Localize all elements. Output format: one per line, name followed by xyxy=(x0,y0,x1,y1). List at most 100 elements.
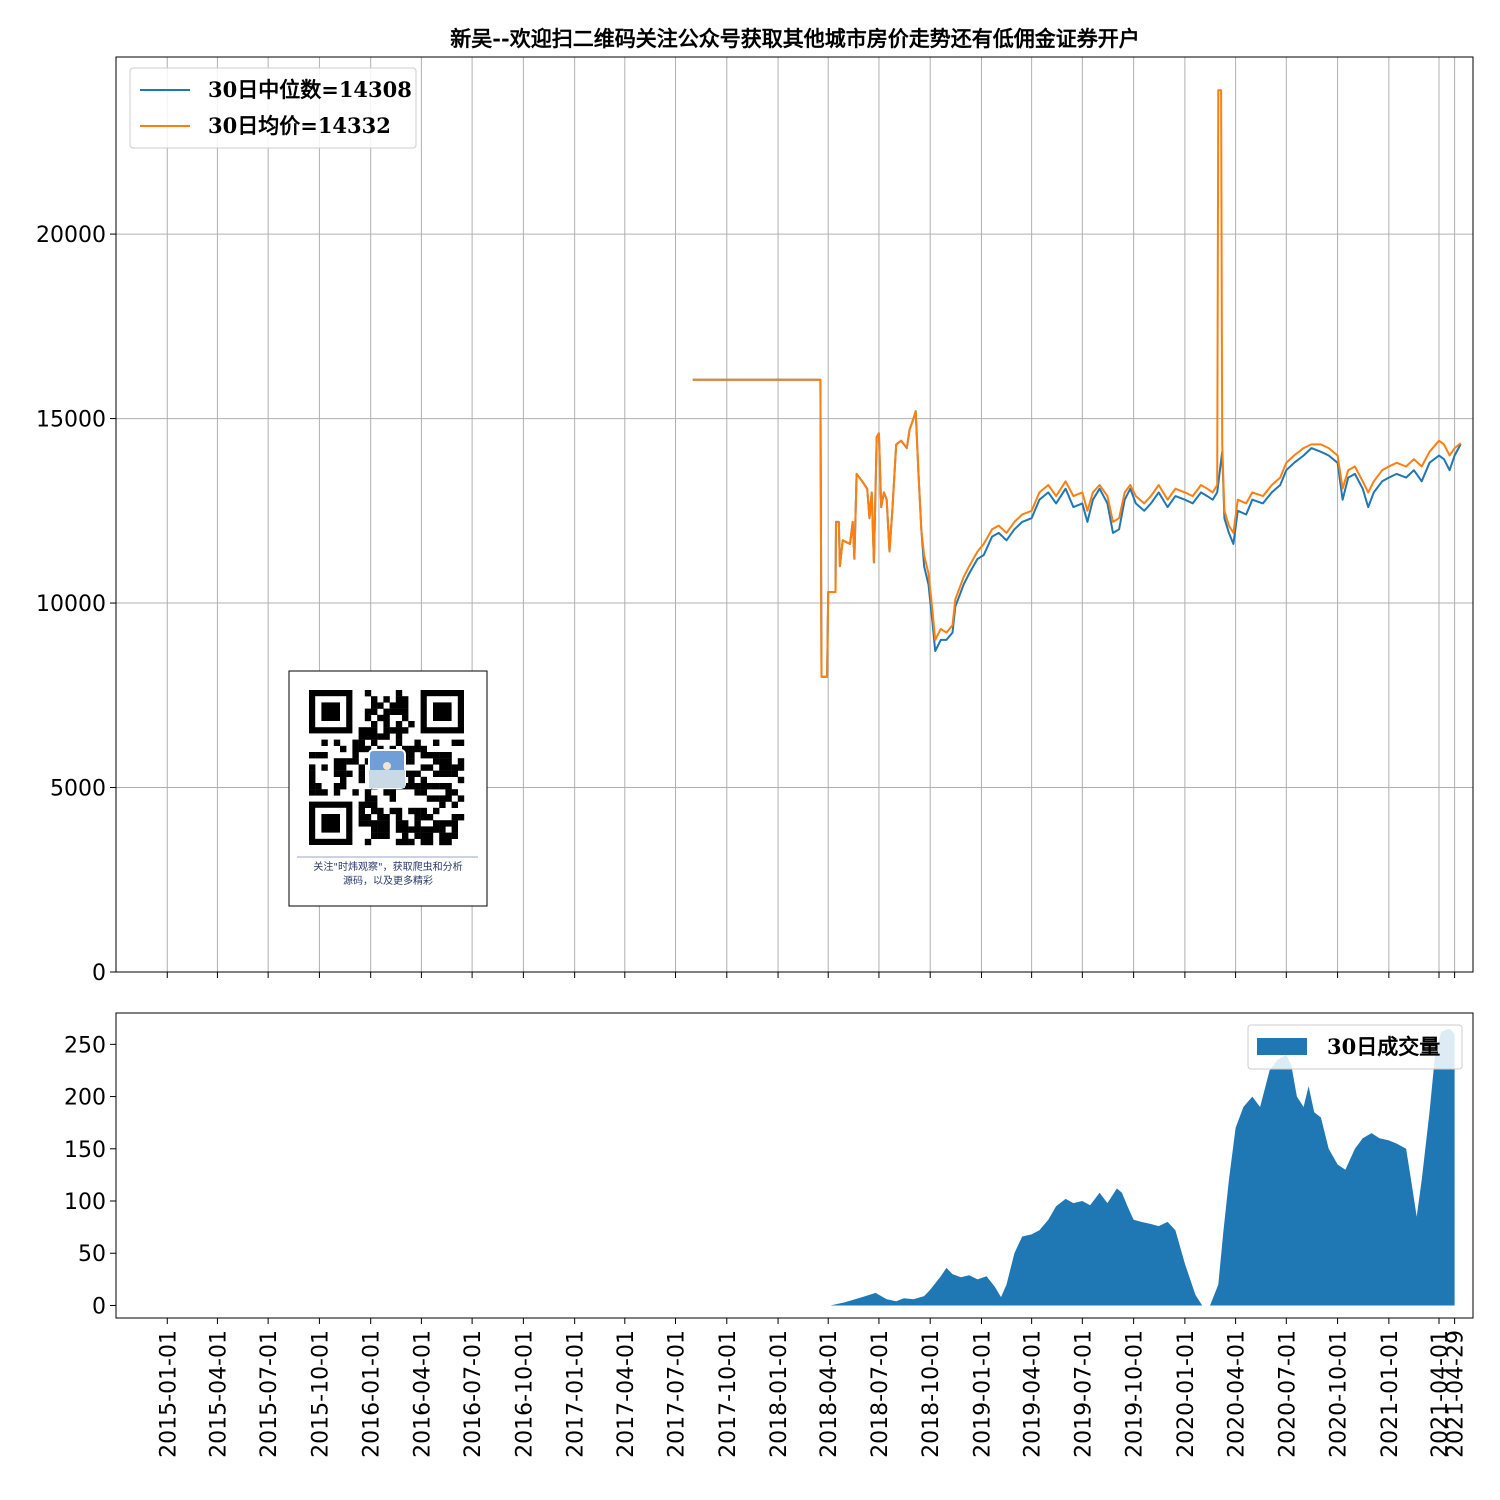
qr-module xyxy=(371,721,378,728)
qr-module xyxy=(457,814,465,821)
qr-module xyxy=(439,795,446,802)
qr-module xyxy=(445,838,452,846)
qr-module xyxy=(383,714,390,722)
qr-module xyxy=(420,789,427,796)
qr-module xyxy=(395,820,403,827)
qr-module xyxy=(389,708,396,715)
qr-module xyxy=(383,727,390,734)
qr-module xyxy=(389,727,396,734)
qr-module xyxy=(402,826,409,833)
price-y-tick-label: 15000 xyxy=(36,408,106,433)
qr-module xyxy=(364,708,372,715)
legend-label-average: 30日均价=14332 xyxy=(208,113,391,138)
qr-module xyxy=(395,826,403,833)
qr-module xyxy=(426,752,434,759)
qr-module xyxy=(439,758,446,765)
qr-module xyxy=(395,708,403,715)
qr-module xyxy=(457,776,465,784)
qr-module xyxy=(309,776,316,784)
qr-module xyxy=(445,764,452,771)
qr-module xyxy=(451,832,458,839)
legend-label-volume: 30日成交量 xyxy=(1327,1034,1440,1059)
qr-module xyxy=(364,820,372,827)
qr-module xyxy=(426,838,434,846)
qr-module xyxy=(333,758,341,765)
qr-module xyxy=(408,776,415,784)
qr-module xyxy=(445,795,452,802)
qr-module xyxy=(383,721,390,728)
volume-legend-frame xyxy=(1247,1024,1463,1070)
qr-module xyxy=(364,838,372,846)
x-tick-label: 2017-07-01 xyxy=(665,1330,690,1458)
qr-module xyxy=(371,696,378,703)
price-panel: 0 5000 10000 15000 20000 关注"时炜观察"，获取爬虫和分析 源码… xyxy=(36,56,1474,986)
qr-module xyxy=(352,789,359,796)
qr-module xyxy=(426,795,434,802)
qr-module xyxy=(439,820,446,827)
qr-module xyxy=(414,820,421,827)
qr-module xyxy=(383,826,390,833)
qr-module xyxy=(309,764,316,771)
x-tick-label: 2018-04-01 xyxy=(817,1330,842,1458)
qr-module xyxy=(439,783,446,790)
qr-module xyxy=(451,764,458,771)
qr-module xyxy=(414,783,421,790)
price-y-tick-label: 20000 xyxy=(36,223,106,248)
qr-module xyxy=(457,764,465,771)
qr-module xyxy=(383,789,390,796)
qr-module xyxy=(408,807,415,815)
qr-module xyxy=(395,733,403,740)
qr-module xyxy=(445,758,452,765)
qr-module xyxy=(309,783,316,790)
qr-module xyxy=(371,826,378,833)
qr-module xyxy=(371,820,378,827)
qr-module xyxy=(371,807,378,815)
x-tick-label: 2021-04-29 xyxy=(1444,1330,1469,1458)
qr-module xyxy=(377,733,384,740)
x-tick-label: 2018-07-01 xyxy=(868,1330,893,1458)
qr-module xyxy=(420,832,427,839)
qr-module xyxy=(445,789,452,796)
qr-module xyxy=(451,820,458,827)
qr-module xyxy=(395,739,403,746)
volume-series xyxy=(830,1028,1455,1306)
x-tick-label: 2021-01-01 xyxy=(1378,1330,1403,1458)
qr-module xyxy=(364,789,372,796)
qr-module xyxy=(315,783,322,790)
qr-module xyxy=(420,745,427,753)
qr-module xyxy=(451,801,458,808)
x-tick-label: 2017-10-01 xyxy=(716,1330,741,1458)
qr-module xyxy=(451,739,458,746)
x-tick-label: 2020-07-01 xyxy=(1275,1330,1300,1458)
qr-module xyxy=(352,758,359,765)
qr-module xyxy=(364,714,372,722)
qr-avatar-person xyxy=(383,762,391,770)
qr-module xyxy=(371,727,378,734)
qr-module xyxy=(377,820,384,827)
qr-module xyxy=(389,702,396,709)
qr-module xyxy=(364,745,372,753)
qr-module xyxy=(420,752,427,759)
qr-module xyxy=(414,814,421,821)
qr-module xyxy=(352,752,359,759)
qr-module xyxy=(377,714,384,722)
qr-module xyxy=(377,814,384,821)
qr-module xyxy=(426,826,434,833)
qr-module xyxy=(377,702,384,709)
qr-module xyxy=(371,733,378,740)
qr-module xyxy=(439,770,446,777)
qr-module xyxy=(414,770,421,777)
qr-caption-line2: 源码，以及更多精彩 xyxy=(343,874,433,887)
qr-module xyxy=(346,758,353,765)
qr-module xyxy=(358,770,365,777)
qr-module xyxy=(402,838,409,846)
x-tick-label: 2019-07-01 xyxy=(1071,1330,1096,1458)
qr-module xyxy=(321,764,328,771)
volume-y-tick-label: 250 xyxy=(64,1033,106,1058)
x-tick-label: 2017-01-01 xyxy=(564,1330,589,1458)
qr-module xyxy=(364,690,372,697)
qr-module xyxy=(414,807,421,815)
qr-module xyxy=(383,696,390,703)
qr-module xyxy=(333,770,341,777)
